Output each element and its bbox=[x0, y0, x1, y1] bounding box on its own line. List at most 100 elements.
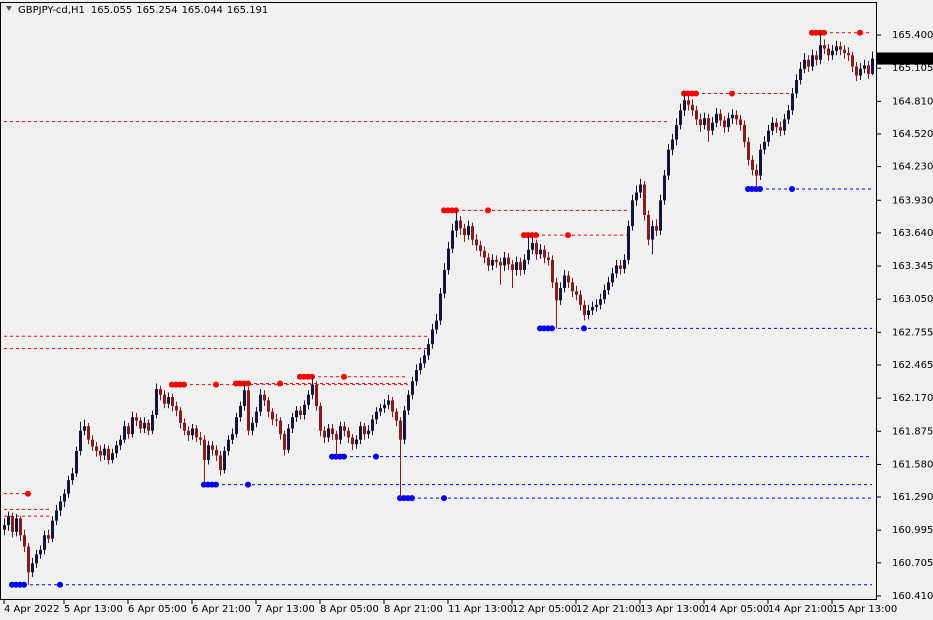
y-tick-label: 163.640 bbox=[892, 228, 933, 239]
candle-body bbox=[663, 175, 666, 201]
candle-body bbox=[667, 149, 670, 176]
candle-body bbox=[399, 420, 402, 440]
candle-body bbox=[383, 404, 386, 409]
x-tick-label: 12 Apr 21:00 bbox=[576, 604, 641, 615]
candle-body bbox=[423, 355, 426, 364]
candle-body bbox=[315, 384, 318, 406]
candles bbox=[3, 32, 874, 585]
candle-body bbox=[579, 294, 582, 305]
candle-body bbox=[835, 46, 838, 51]
level-dot bbox=[757, 186, 763, 193]
candle-body bbox=[635, 192, 638, 201]
y-tick-label: 162.465 bbox=[892, 360, 933, 371]
y-tick-label: 163.345 bbox=[892, 261, 933, 272]
y-tick-label: 164.230 bbox=[892, 162, 933, 173]
candle-body bbox=[23, 535, 26, 547]
candle-body bbox=[443, 269, 446, 294]
candle-body bbox=[207, 445, 210, 460]
candle-body bbox=[263, 394, 266, 401]
candle-body bbox=[67, 480, 70, 494]
x-tick-label: 6 Apr 21:00 bbox=[192, 604, 251, 615]
low-price: 165.044 bbox=[182, 5, 223, 16]
candle-body bbox=[839, 46, 842, 50]
candle-body bbox=[607, 282, 610, 291]
candle-body bbox=[7, 516, 10, 526]
candle-body bbox=[811, 55, 814, 67]
level-dot bbox=[277, 380, 283, 387]
candle-body bbox=[359, 426, 362, 440]
candle-body bbox=[659, 200, 662, 231]
level-dot bbox=[21, 581, 27, 588]
candle-body bbox=[47, 535, 50, 539]
candle-body bbox=[871, 58, 874, 74]
candle-body bbox=[727, 118, 730, 128]
candle-body bbox=[799, 68, 802, 81]
candle-body bbox=[99, 450, 102, 456]
candle-body bbox=[719, 113, 722, 121]
candle-body bbox=[119, 439, 122, 446]
y-tick-label: 163.050 bbox=[892, 294, 933, 305]
candle-body bbox=[595, 304, 598, 308]
current-price-box bbox=[877, 52, 933, 65]
candle-body bbox=[803, 59, 806, 69]
candle-body bbox=[823, 45, 826, 49]
candle-body bbox=[307, 394, 310, 405]
candle-body bbox=[751, 159, 754, 170]
candle-body bbox=[711, 122, 714, 131]
candle-body bbox=[27, 546, 30, 573]
axes: 165.400 165.105 164.810 164.520 164.230 163.9… bbox=[3, 30, 933, 615]
candle-body bbox=[611, 273, 614, 283]
candle-body bbox=[687, 100, 690, 105]
candle-body bbox=[643, 184, 646, 215]
y-tick-label: 160.705 bbox=[892, 558, 933, 569]
candle-body bbox=[19, 518, 22, 536]
candle-body bbox=[679, 110, 682, 125]
candle-body bbox=[779, 127, 782, 131]
candle-body bbox=[575, 291, 578, 295]
x-tick-label: 14 Apr 21:00 bbox=[768, 604, 833, 615]
candle-body bbox=[195, 428, 198, 438]
candle-body bbox=[707, 118, 710, 131]
candle-body bbox=[83, 426, 86, 431]
candle-body bbox=[183, 422, 186, 431]
candle-body bbox=[87, 426, 90, 440]
candle-body bbox=[11, 516, 14, 532]
candle-body bbox=[387, 400, 390, 405]
candle-body bbox=[379, 408, 382, 412]
candle-body bbox=[523, 259, 526, 270]
level-dot bbox=[565, 232, 571, 239]
candle-body bbox=[375, 411, 378, 420]
candle-body bbox=[255, 411, 258, 423]
candle-body bbox=[647, 214, 650, 240]
candle-body bbox=[831, 50, 834, 56]
level-dot bbox=[857, 29, 863, 36]
candle-body bbox=[651, 226, 654, 240]
candle-body bbox=[39, 549, 42, 555]
candle-body bbox=[735, 114, 738, 120]
x-tick-label: 5 Apr 13:00 bbox=[64, 604, 123, 615]
candle-body bbox=[815, 55, 818, 60]
candle-body bbox=[279, 420, 282, 435]
candle-body bbox=[131, 417, 134, 435]
candle-body bbox=[539, 249, 542, 255]
candle-body bbox=[43, 535, 46, 550]
candle-body bbox=[511, 264, 514, 270]
candle-body bbox=[239, 405, 242, 418]
candle-body bbox=[783, 119, 786, 131]
candle-body bbox=[95, 446, 98, 451]
x-tick-label: 11 Apr 13:00 bbox=[448, 604, 513, 615]
candle-body bbox=[851, 55, 854, 67]
level-dot bbox=[729, 90, 735, 97]
candle-body bbox=[439, 293, 442, 321]
candle-body bbox=[431, 329, 434, 345]
candle-body bbox=[819, 45, 822, 60]
candle-body bbox=[855, 66, 858, 76]
candle-body bbox=[615, 265, 618, 274]
candle-body bbox=[695, 110, 698, 120]
candle-body bbox=[487, 257, 490, 266]
candle-body bbox=[847, 53, 850, 56]
candle-body bbox=[355, 439, 358, 445]
candle-body bbox=[859, 68, 862, 76]
candle-body bbox=[515, 262, 518, 270]
candle-body bbox=[63, 493, 66, 502]
